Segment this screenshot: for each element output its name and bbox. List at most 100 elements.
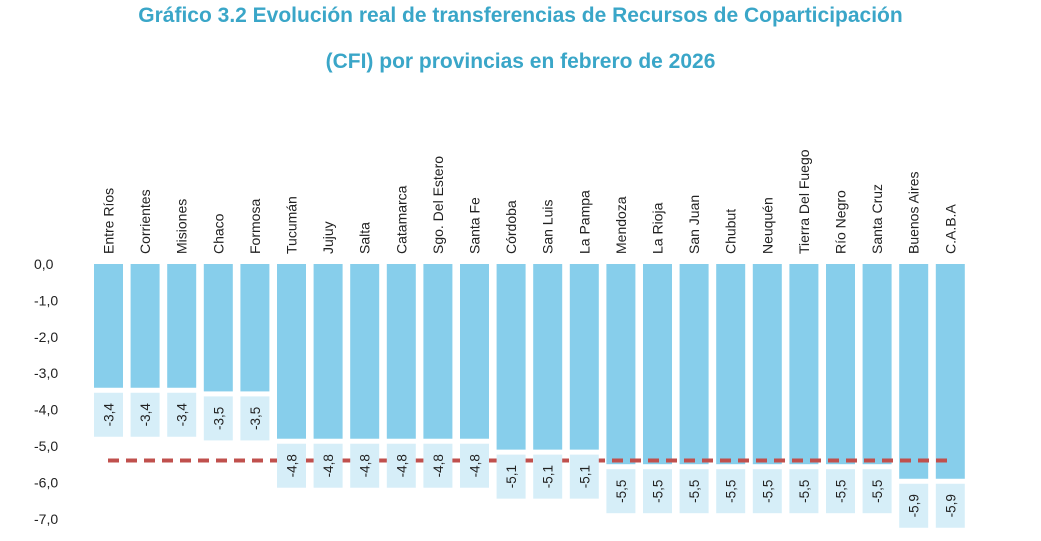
y-tick-label: -3,0: [34, 365, 58, 381]
bar: [533, 264, 563, 450]
bar: [240, 264, 270, 392]
data-label: -5,9: [943, 494, 958, 517]
bar: [496, 264, 526, 450]
data-label: -4,8: [468, 454, 483, 477]
data-label: -5,5: [870, 480, 885, 503]
data-label: -5,5: [614, 480, 629, 503]
bar: [643, 264, 672, 465]
category-label: Catamarca: [393, 185, 409, 254]
category-label: Chubut: [723, 209, 739, 254]
data-label: -5,5: [651, 480, 666, 503]
data-label-box: [752, 469, 782, 514]
bar: [826, 264, 855, 465]
data-label-box: [716, 469, 746, 514]
bar: [569, 264, 599, 450]
bar: [167, 264, 197, 388]
data-label: -4,8: [431, 454, 446, 477]
data-label: -5,1: [504, 465, 519, 488]
category-label: Formosa: [247, 199, 263, 254]
data-label-box: [496, 454, 526, 499]
data-label: -4,8: [358, 454, 373, 477]
y-tick-label: -4,0: [34, 402, 58, 418]
data-label: -5,1: [577, 465, 592, 488]
category-label: Corrientes: [137, 189, 153, 254]
category-label: C.A.B.A: [942, 204, 958, 254]
category-label: San Luis: [540, 200, 556, 254]
category-label: Buenos Aires: [906, 172, 922, 255]
category-label: Chaco: [210, 213, 226, 254]
bar: [789, 264, 819, 465]
category-label: Río Negro: [833, 190, 849, 254]
y-tick-label: -1,0: [34, 292, 58, 308]
bar: [203, 264, 233, 392]
bar: [935, 264, 965, 479]
category-label: Neuquén: [759, 197, 775, 254]
data-label-box: [569, 454, 599, 499]
data-label: -5,1: [541, 465, 556, 488]
bar: [606, 264, 636, 465]
bar: [752, 264, 782, 465]
y-tick-label: -6,0: [34, 474, 58, 490]
data-label: -3,4: [175, 403, 190, 427]
bar: [679, 264, 709, 465]
category-label: Sgo. Del Estero: [430, 156, 446, 254]
data-label: -5,5: [797, 480, 812, 503]
bar: [423, 264, 453, 439]
bar: [460, 264, 489, 439]
category-label: Santa Cruz: [869, 184, 885, 254]
data-label: -3,5: [248, 407, 263, 430]
category-label: Salta: [357, 222, 373, 254]
data-label-box: [313, 443, 343, 488]
data-label-box: [386, 443, 416, 488]
bar: [899, 264, 929, 479]
data-label: -3,4: [102, 403, 117, 427]
bar: [94, 264, 123, 388]
data-label-box: [460, 443, 489, 488]
data-label: -5,5: [687, 480, 702, 503]
data-label-box: [679, 469, 709, 514]
data-label: -5,5: [834, 480, 849, 503]
bar: [313, 264, 343, 439]
data-label: -4,8: [285, 454, 300, 477]
bar: [350, 264, 380, 439]
data-label-box: [94, 392, 123, 437]
data-label-box: [643, 469, 672, 514]
bar: [862, 264, 892, 465]
category-label: Mendoza: [613, 196, 629, 254]
data-label: -5,5: [724, 480, 739, 503]
data-label: -5,9: [907, 494, 922, 517]
category-label: Misiones: [174, 199, 190, 254]
data-label-box: [826, 469, 855, 514]
bar: [277, 264, 306, 439]
data-label-box: [167, 392, 197, 437]
chart-title-line-2: (CFI) por provincias en febrero de 2026: [325, 50, 716, 73]
category-label: La Pampa: [576, 190, 592, 254]
data-label-box: [130, 392, 160, 437]
data-label: -3,4: [138, 403, 153, 427]
data-label-box: [240, 396, 270, 441]
data-label-box: [350, 443, 380, 488]
data-label-box: [277, 443, 306, 488]
data-label: -4,8: [321, 454, 336, 477]
category-label: Jujuy: [320, 221, 336, 254]
data-label-box: [606, 469, 636, 514]
category-label: Entre Ríos: [101, 188, 117, 254]
data-label-box: [423, 443, 453, 488]
data-label-box: [862, 469, 892, 514]
data-label-box: [533, 454, 563, 499]
data-label-box: [203, 396, 233, 441]
data-label-box: [789, 469, 819, 514]
data-label: -5,5: [760, 480, 775, 503]
category-label: Tierra Del Fuego: [796, 149, 812, 254]
bar: [386, 264, 416, 439]
category-label: Tucumán: [284, 196, 300, 254]
y-tick-label: 0,0: [34, 256, 54, 272]
data-label: -3,5: [211, 407, 226, 430]
bar: [716, 264, 746, 465]
category-label: Santa Fe: [467, 197, 483, 254]
chart-title-line-1: Gráfico 3.2 Evolución real de transferen…: [138, 4, 903, 27]
category-label: La Rioja: [650, 202, 666, 254]
data-label: -4,8: [394, 454, 409, 477]
data-label-box: [935, 483, 965, 528]
